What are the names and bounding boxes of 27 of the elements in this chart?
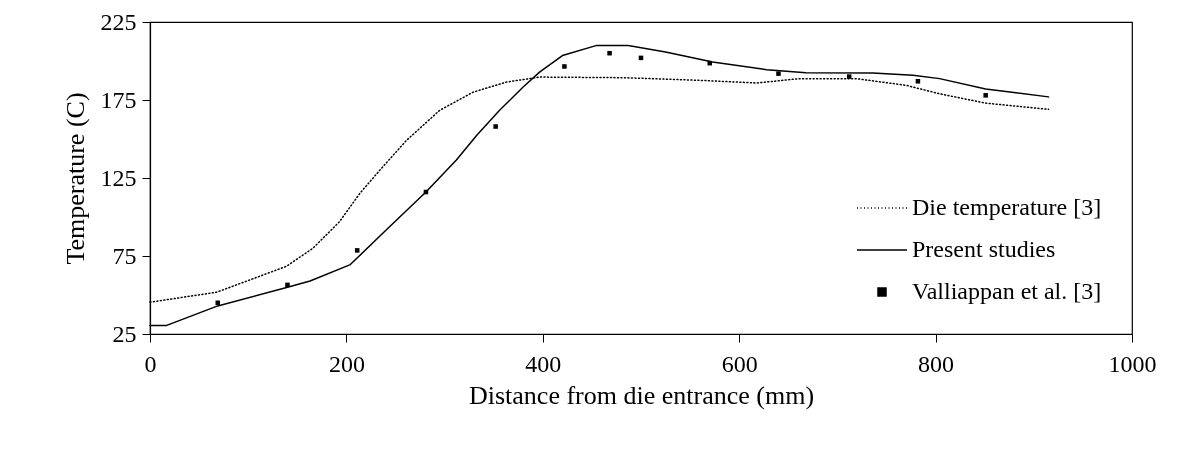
y-axis-title: Temperature (C) [60, 92, 90, 265]
y-tick-label: 75 [112, 242, 137, 269]
point [215, 300, 221, 306]
y-tick-label: 225 [100, 8, 137, 35]
y-tick-label: 25 [112, 320, 137, 347]
legend-label: Valliappan et al. [3] [912, 278, 1102, 304]
point [846, 74, 852, 79]
point [983, 93, 988, 98]
x-axis-title: Distance from die entrance (mm) [468, 380, 815, 410]
x-tick-label: 400 [525, 350, 562, 377]
point [707, 60, 712, 66]
point [607, 50, 612, 56]
point [285, 282, 290, 288]
point [562, 64, 567, 69]
x-tick-label: 200 [328, 350, 365, 377]
point [915, 79, 921, 84]
point [354, 248, 360, 253]
legend-label: Present studies [912, 236, 1056, 262]
legend-label: Die temperature [3] [912, 194, 1102, 220]
x-tick-label: 600 [721, 350, 758, 377]
point [776, 71, 781, 76]
point [493, 124, 498, 129]
y-tick-label: 175 [100, 86, 137, 113]
x-tick-label: 1000 [1108, 350, 1157, 377]
x-tick-label: 800 [918, 350, 955, 377]
x-tick-label: 0 [144, 350, 157, 377]
y-tick-label: 125 [100, 164, 137, 191]
